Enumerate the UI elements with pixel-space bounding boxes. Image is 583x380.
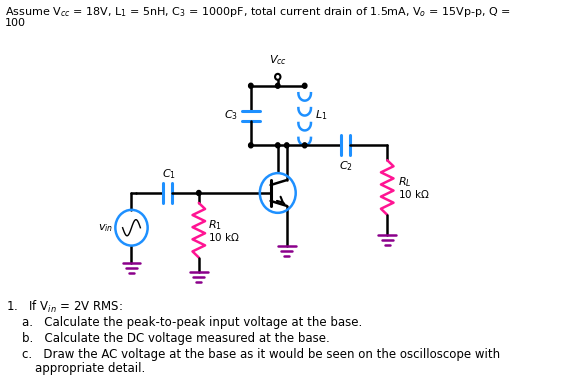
Text: Assume V$_{cc}$ = 18V, L$_1$ = 5nH, C$_3$ = 1000pF, total current drain of 1.5mA: Assume V$_{cc}$ = 18V, L$_1$ = 5nH, C$_3… <box>5 5 511 19</box>
Text: $v_{in}$: $v_{in}$ <box>99 222 114 234</box>
Text: $R_L$: $R_L$ <box>398 176 412 190</box>
Text: c.   Draw the AC voltage at the base as it would be seen on the oscilloscope wit: c. Draw the AC voltage at the base as it… <box>22 348 500 361</box>
Text: $L_1$: $L_1$ <box>315 109 328 122</box>
Text: b.   Calculate the DC voltage measured at the base.: b. Calculate the DC voltage measured at … <box>22 332 330 345</box>
Text: $R_1$: $R_1$ <box>208 218 222 232</box>
Circle shape <box>276 143 280 148</box>
Text: 10 k$\Omega$: 10 k$\Omega$ <box>398 188 430 201</box>
Text: appropriate detail.: appropriate detail. <box>34 362 145 375</box>
Text: a.   Calculate the peak-to-peak input voltage at the base.: a. Calculate the peak-to-peak input volt… <box>22 316 362 329</box>
Circle shape <box>248 83 253 88</box>
Text: $C_1$: $C_1$ <box>162 167 176 181</box>
Text: 100: 100 <box>5 18 26 28</box>
Circle shape <box>303 83 307 88</box>
Circle shape <box>248 143 253 148</box>
Text: 1.   If V$_{in}$ = 2V RMS:: 1. If V$_{in}$ = 2V RMS: <box>6 299 122 315</box>
Circle shape <box>303 143 307 148</box>
Text: $V_{cc}$: $V_{cc}$ <box>269 53 287 67</box>
Circle shape <box>196 190 201 195</box>
Text: 10 k$\Omega$: 10 k$\Omega$ <box>208 231 240 243</box>
Circle shape <box>285 143 289 148</box>
Circle shape <box>276 83 280 88</box>
Text: $C_2$: $C_2$ <box>339 159 353 173</box>
Text: $C_3$: $C_3$ <box>224 109 238 122</box>
